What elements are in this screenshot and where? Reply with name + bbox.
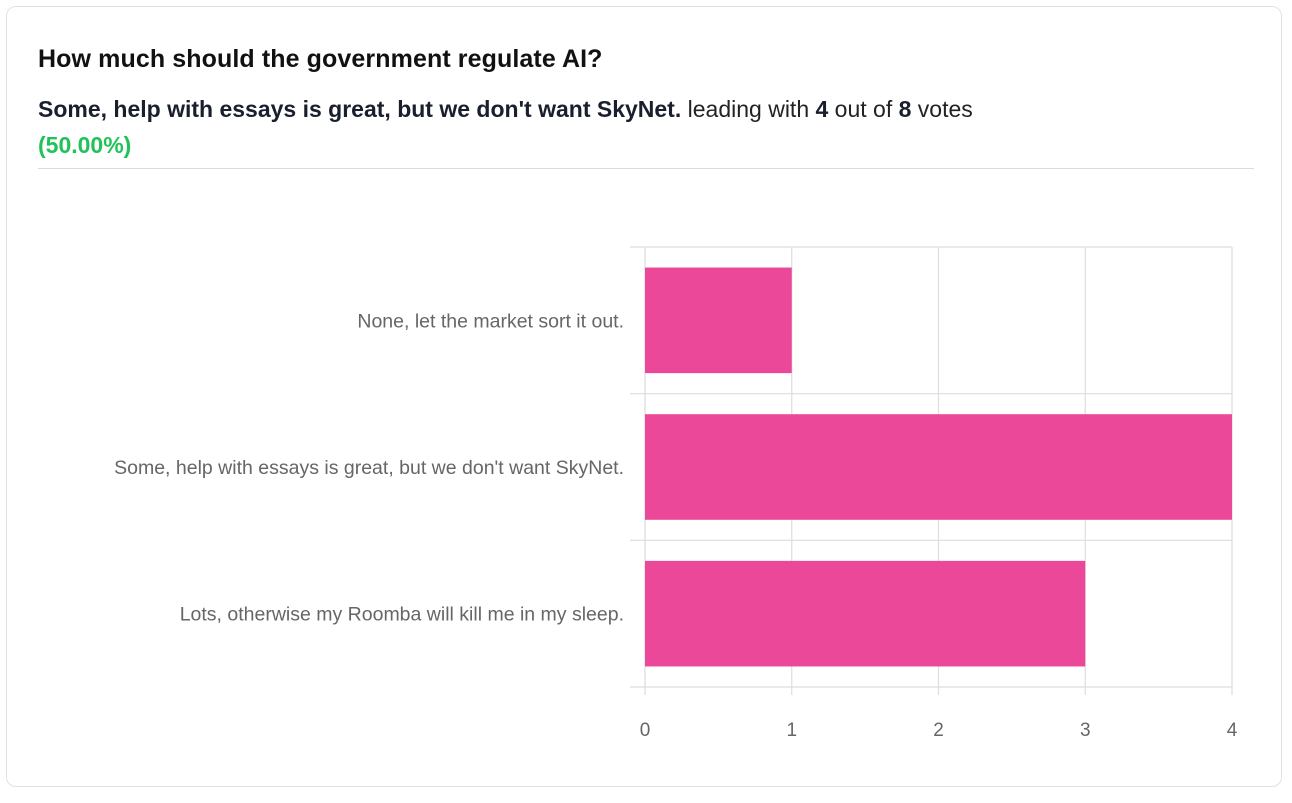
leading-votes: 4 (815, 96, 829, 122)
votes-text: votes (911, 96, 973, 122)
leading-option: Some, help with essays is great, but we … (38, 96, 682, 122)
category-label: Lots, otherwise my Roomba will kill me i… (180, 604, 624, 626)
category-labels: None, let the market sort it out. Some, h… (114, 310, 624, 625)
poll-results-card: How much should the government regulate … (6, 6, 1282, 787)
bar (645, 414, 1232, 520)
category-label: None, let the market sort it out. (357, 310, 624, 332)
bar (645, 267, 792, 374)
x-tick-label: 2 (933, 720, 944, 741)
x-tick-labels: 0 1 2 3 4 (640, 720, 1238, 741)
out-of-text: out of (828, 96, 899, 122)
category-label: Some, help with essays is great, but we … (114, 457, 624, 479)
leading-text: leading with (681, 96, 816, 122)
poll-summary: Some, help with essays is great, but we … (38, 91, 1238, 163)
poll-question: How much should the government regulate … (38, 45, 603, 73)
bars (645, 267, 1232, 667)
bar (645, 560, 1086, 667)
x-tick-label: 3 (1080, 720, 1091, 741)
x-tick-label: 0 (640, 720, 651, 741)
x-tick-label: 1 (786, 720, 797, 741)
total-votes: 8 (898, 96, 912, 122)
leading-percentage: (50.00%) (38, 132, 132, 158)
divider (38, 168, 1254, 169)
x-tick-label: 4 (1227, 720, 1238, 741)
